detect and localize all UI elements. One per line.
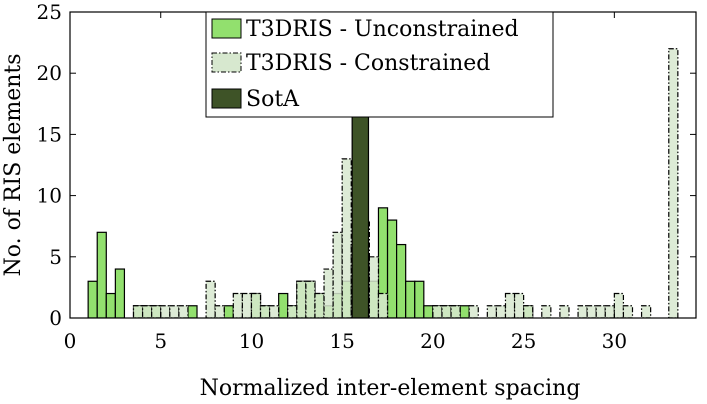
bar-constrained-28 xyxy=(486,305,497,318)
x-tick-label-6: 30 xyxy=(602,329,627,353)
legend-swatch-constrained xyxy=(211,52,242,73)
bar-constrained-5 xyxy=(178,305,189,318)
legend: T3DRIS - Unconstrained T3DRIS - Constrai… xyxy=(205,11,554,118)
bar-constrained-15 xyxy=(305,280,316,318)
bar-constrained-3 xyxy=(160,305,171,318)
bar-constrained-42 xyxy=(668,48,679,318)
bar-constrained-19 xyxy=(341,158,352,318)
bar-unconstrained-1 xyxy=(96,231,107,318)
bar-unconstrained-7 xyxy=(187,305,198,318)
bar-unconstrained-8 xyxy=(223,305,234,318)
y-tick-label-1: 5 xyxy=(49,245,62,269)
legend-swatch-sota xyxy=(211,88,242,109)
y-tick-label-3: 15 xyxy=(37,122,62,146)
x-tick-label-1: 5 xyxy=(154,329,167,353)
bar-constrained-10 xyxy=(250,292,262,318)
y-tick-label-5: 25 xyxy=(37,0,62,24)
bar-constrained-38 xyxy=(604,305,615,318)
bar-constrained-31 xyxy=(513,292,525,318)
bar-constrained-27 xyxy=(468,305,479,318)
bar-constrained-6 xyxy=(205,280,216,318)
bar-constrained-22 xyxy=(368,256,380,318)
bar-constrained-30 xyxy=(504,292,516,318)
bar-unconstrained-30 xyxy=(459,305,470,318)
bar-constrained-41 xyxy=(640,305,652,318)
bar-constrained-32 xyxy=(523,305,534,318)
legend-label-sota: SotA xyxy=(246,87,300,112)
x-tick-label-3: 15 xyxy=(329,329,354,353)
bar-constrained-12 xyxy=(268,305,280,318)
bar-unconstrained-22 xyxy=(386,219,398,318)
x-tick-label-4: 20 xyxy=(420,329,445,353)
bar-constrained-29 xyxy=(495,305,507,318)
bar-constrained-9 xyxy=(241,292,253,318)
bar-constrained-25 xyxy=(441,305,452,318)
y-tick-label-2: 10 xyxy=(37,184,62,208)
bar-constrained-4 xyxy=(169,305,180,318)
bar-constrained-13 xyxy=(287,305,298,318)
bar-constrained-2 xyxy=(151,305,162,318)
y-axis-label: No. of RIS elements xyxy=(1,53,26,276)
bar-unconstrained-11 xyxy=(278,292,289,318)
bar-unconstrained-3 xyxy=(114,268,126,318)
bar-constrained-16 xyxy=(314,292,325,318)
bar-constrained-17 xyxy=(323,268,334,318)
legend-swatch-unconstrained xyxy=(211,18,242,39)
bar-constrained-24 xyxy=(432,305,443,318)
bar-unconstrained-23 xyxy=(396,243,407,318)
bar-unconstrained-24 xyxy=(405,280,416,318)
bar-constrained-7 xyxy=(214,305,225,318)
bar-constrained-23 xyxy=(377,292,389,318)
y-tick-label-0: 0 xyxy=(49,306,62,330)
x-tick-label-0: 0 xyxy=(64,329,77,353)
legend-label-constrained: T3DRIS - Constrained xyxy=(246,51,490,76)
bar-constrained-40 xyxy=(622,305,634,318)
bar-constrained-37 xyxy=(595,305,606,318)
bar-constrained-26 xyxy=(450,305,461,318)
x-axis-label: Normalized inter-element spacing xyxy=(200,376,581,401)
x-tick-label-2: 10 xyxy=(239,329,264,353)
bar-constrained-34 xyxy=(559,305,570,318)
bar-constrained-33 xyxy=(541,305,552,318)
bar-constrained-35 xyxy=(577,305,588,318)
legend-label-unconstrained: T3DRIS - Unconstrained xyxy=(246,17,519,42)
bar-constrained-1 xyxy=(141,305,153,318)
bar-unconstrained-2 xyxy=(105,292,116,318)
bar-constrained-0 xyxy=(132,305,144,318)
legend-box xyxy=(205,11,554,118)
bar-unconstrained-26 xyxy=(423,305,434,318)
ticks-layer: 0 5 10 15 20 25 30 0 5 10 15 20 25 xyxy=(37,0,696,353)
bar-unconstrained-25 xyxy=(414,280,425,318)
bar-constrained-11 xyxy=(259,305,271,318)
y-tick-label-4: 20 xyxy=(37,61,62,85)
bar-constrained-14 xyxy=(296,280,307,318)
bar-constrained-8 xyxy=(232,292,243,318)
bar-constrained-18 xyxy=(332,231,343,318)
bar-constrained-36 xyxy=(586,305,597,318)
bar-constrained-39 xyxy=(613,292,625,318)
x-tick-label-5: 25 xyxy=(511,329,536,353)
bar-unconstrained-0 xyxy=(87,280,98,318)
